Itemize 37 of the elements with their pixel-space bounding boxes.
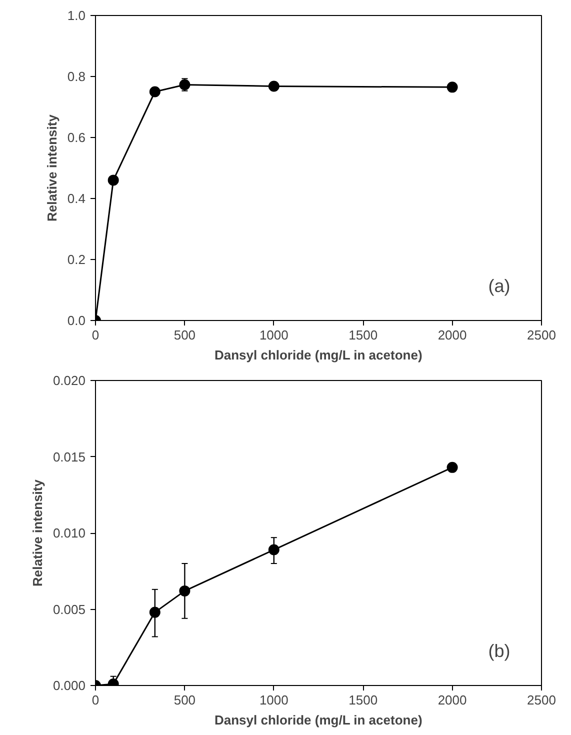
x-axis-title: Dansyl chloride (mg/L in acetone): [214, 712, 422, 728]
x-tick-label: 2000: [438, 328, 467, 342]
point: [149, 86, 160, 98]
y-tick-label: 0.010: [52, 526, 86, 540]
x-tick-label: 500: [174, 328, 196, 342]
x-tick-label: 2500: [527, 328, 556, 342]
y-tick-label: 0.6: [67, 130, 86, 145]
point: [446, 82, 458, 93]
x-tick-label: 1000: [259, 692, 288, 708]
y-tick-label: 0.005: [52, 602, 86, 617]
y-tick-label: 0.4: [67, 191, 86, 206]
x-tick-label: 0: [92, 328, 100, 342]
point: [108, 174, 119, 186]
y-axis-title: Relative intensity: [44, 114, 60, 222]
annotation: (b): [488, 641, 510, 662]
x-tick-label: 500: [174, 692, 196, 708]
x-tick-label: 1000: [259, 328, 288, 342]
y-tick-label: 0.015: [52, 449, 86, 464]
x-tick-label: 2500: [527, 692, 556, 708]
point: [149, 606, 160, 618]
annotation: (a): [488, 276, 510, 296]
y-tick-label: 0.0: [67, 313, 86, 328]
point: [268, 80, 280, 92]
x-tick-label: 2000: [438, 692, 467, 708]
point: [446, 462, 458, 473]
y-axis-title: Relative intensity: [30, 478, 45, 586]
y-tick-label: 0.8: [67, 69, 86, 84]
x-tick-label: 0: [92, 692, 100, 708]
y-tick-label: 0.020: [52, 373, 86, 388]
point: [179, 585, 190, 596]
y-tick-label: 1.0: [67, 8, 86, 23]
x-tick-label: 1500: [348, 692, 378, 708]
y-tick-label: 0.000: [52, 678, 86, 693]
point: [268, 544, 280, 556]
x-axis-title: Dansyl chloride (mg/L in acetone): [214, 348, 422, 362]
x-tick-label: 1500: [348, 328, 378, 342]
y-tick-label: 0.2: [67, 252, 86, 267]
